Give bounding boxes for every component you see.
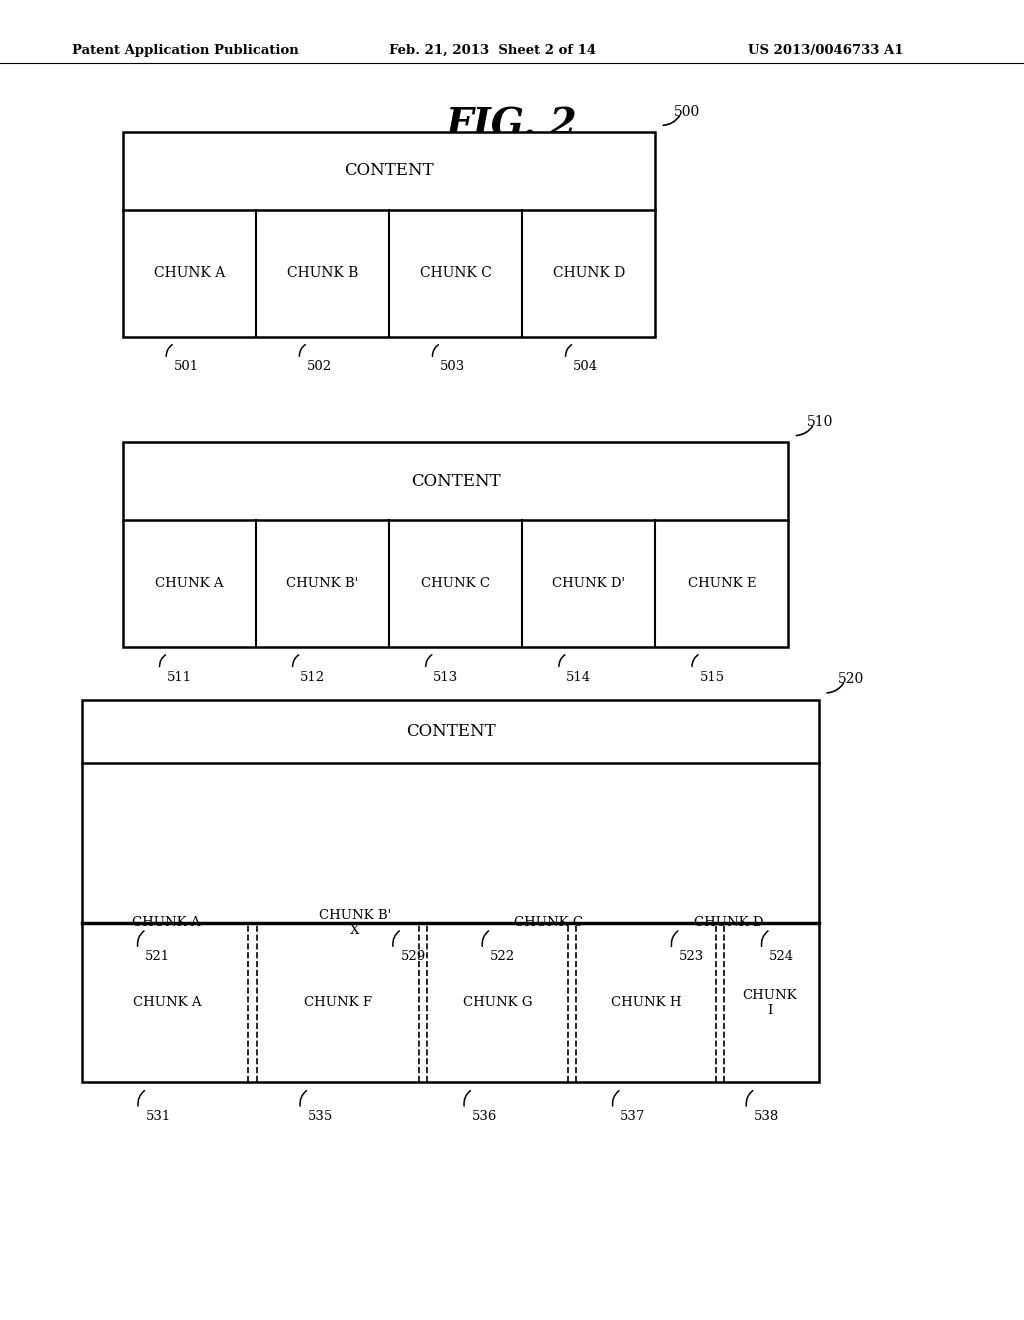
Text: CHUNK B'
X: CHUNK B' X	[318, 908, 391, 937]
Text: CHUNK D: CHUNK D	[553, 267, 625, 280]
Text: 513: 513	[433, 671, 459, 684]
Text: US 2013/0046733 A1: US 2013/0046733 A1	[748, 44, 903, 57]
Text: 510: 510	[807, 414, 834, 429]
Text: 515: 515	[699, 671, 725, 684]
Text: 531: 531	[145, 1110, 171, 1123]
Bar	[82, 700, 819, 1082]
Text: CHUNK C: CHUNK C	[421, 577, 490, 590]
Text: 501: 501	[173, 360, 199, 374]
Text: 523: 523	[679, 950, 705, 964]
Text: CHUNK B': CHUNK B'	[287, 577, 358, 590]
Text: 524: 524	[769, 950, 795, 964]
Text: CONTENT: CONTENT	[411, 473, 501, 490]
Text: CHUNK F: CHUNK F	[304, 997, 372, 1008]
Text: 537: 537	[621, 1110, 646, 1123]
Text: Patent Application Publication: Patent Application Publication	[72, 44, 298, 57]
Text: 511: 511	[167, 671, 193, 684]
Text: CHUNK A: CHUNK A	[132, 916, 201, 929]
Text: 504: 504	[573, 360, 598, 374]
Text: 538: 538	[754, 1110, 779, 1123]
Text: CHUNK D': CHUNK D'	[552, 577, 626, 590]
Text: CONTENT: CONTENT	[344, 162, 434, 180]
Text: 529: 529	[400, 950, 426, 964]
Text: CHUNK E: CHUNK E	[688, 577, 756, 590]
Text: 536: 536	[472, 1110, 497, 1123]
Bar	[123, 442, 788, 647]
Text: 521: 521	[145, 950, 170, 964]
Text: CHUNK C: CHUNK C	[420, 267, 492, 280]
Text: CHUNK G: CHUNK G	[463, 997, 532, 1008]
Text: CONTENT: CONTENT	[406, 723, 496, 739]
Text: CHUNK A: CHUNK A	[154, 267, 225, 280]
Text: CHUNK B: CHUNK B	[287, 267, 358, 280]
Text: 520: 520	[838, 672, 864, 686]
Text: 502: 502	[307, 360, 332, 374]
Text: 535: 535	[308, 1110, 333, 1123]
Text: CHUNK H: CHUNK H	[610, 997, 681, 1008]
Text: 503: 503	[440, 360, 465, 374]
Text: CHUNK D: CHUNK D	[694, 916, 764, 929]
Text: Feb. 21, 2013  Sheet 2 of 14: Feb. 21, 2013 Sheet 2 of 14	[389, 44, 596, 57]
Text: 522: 522	[489, 950, 515, 964]
Text: 514: 514	[566, 671, 592, 684]
Text: FIG. 2: FIG. 2	[446, 107, 578, 144]
Text: 500: 500	[674, 104, 700, 119]
Text: CHUNK A: CHUNK A	[156, 577, 223, 590]
Text: 512: 512	[300, 671, 326, 684]
Bar	[123, 132, 655, 337]
Text: CHUNK C: CHUNK C	[514, 916, 584, 929]
Text: CHUNK
I: CHUNK I	[742, 989, 797, 1016]
Text: CHUNK A: CHUNK A	[133, 997, 202, 1008]
